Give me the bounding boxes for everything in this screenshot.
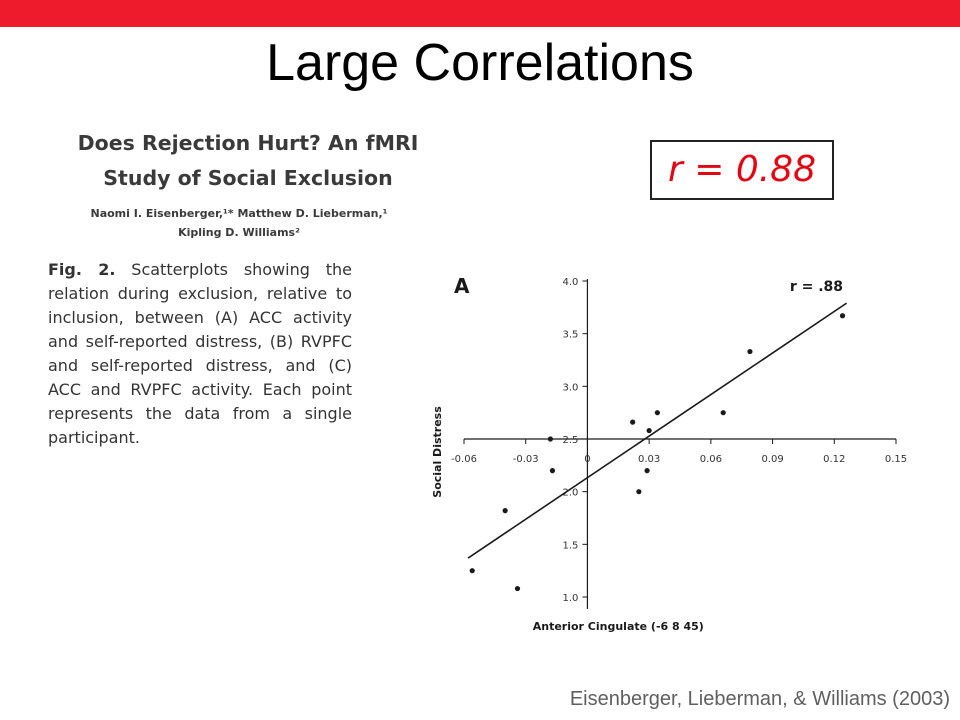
- data-point: [469, 568, 475, 574]
- y-tick-label: 3.0: [563, 382, 579, 393]
- x-tick-label: 0.03: [638, 454, 660, 465]
- paper-authors-line-1: Naomi I. Eisenberger,¹* Matthew D. Liebe…: [90, 207, 388, 220]
- data-point: [644, 468, 650, 474]
- y-tick-label: 2.5: [563, 435, 579, 446]
- x-tick-label: 0.15: [885, 454, 907, 465]
- x-tick-label: 0.06: [700, 454, 722, 465]
- correlation-value: r = 0.88: [667, 149, 816, 190]
- data-point: [654, 410, 660, 416]
- figure-caption-label: Fig. 2.: [48, 260, 116, 279]
- panel-label: A: [454, 274, 470, 298]
- data-point: [646, 427, 652, 434]
- data-point: [839, 313, 846, 319]
- correlation-annotation: r = .88: [790, 279, 843, 295]
- paper-excerpt: Does Rejection Hurt? An fMRI Study of So…: [48, 126, 458, 450]
- data-point: [549, 468, 556, 474]
- x-tick-label: 0: [584, 454, 590, 465]
- y-axis-label: Social Distress: [431, 406, 444, 498]
- data-point: [547, 436, 554, 442]
- y-tick-label: 2.0: [563, 488, 579, 499]
- regression-line: [467, 302, 848, 559]
- y-tick-label: 3.5: [563, 330, 579, 341]
- paper-authors-line-2: Kipling D. Williams²: [178, 226, 300, 239]
- paper-title: Does Rejection Hurt? An fMRI Study of So…: [48, 126, 448, 196]
- x-tick-label: 0.09: [761, 454, 783, 465]
- data-point: [747, 348, 753, 355]
- paper-title-line-1: Does Rejection Hurt? An fMRI: [77, 131, 419, 155]
- data-point: [636, 489, 642, 495]
- slide-title: Large Correlations: [266, 34, 694, 92]
- paper-title-line-2: Study of Social Exclusion: [103, 166, 393, 190]
- y-tick-label: 4.0: [563, 277, 579, 288]
- x-tick-label: -0.06: [451, 454, 477, 465]
- citation: Eisenberger, Lieberman, & Williams (2003…: [569, 688, 950, 710]
- y-tick-label: 1.5: [563, 540, 579, 551]
- data-point: [502, 508, 508, 514]
- x-axis-label: Anterior Cingulate (-6 8 45): [533, 620, 704, 633]
- correlation-box: r = 0.88: [650, 140, 834, 200]
- y-tick-label: 1.0: [563, 593, 579, 604]
- figure-caption-text: Scatterplots showing the relation during…: [48, 260, 352, 447]
- paper-authors: Naomi I. Eisenberger,¹* Matthew D. Liebe…: [74, 204, 404, 242]
- data-point: [514, 585, 521, 592]
- data-point: [720, 410, 726, 416]
- top-accent-bar: [0, 0, 960, 27]
- figure-caption: Fig. 2. Scatterplots showing the relatio…: [48, 258, 352, 450]
- data-point: [630, 419, 636, 425]
- x-tick-label: 0.12: [823, 454, 845, 465]
- x-tick-label: -0.03: [513, 454, 539, 465]
